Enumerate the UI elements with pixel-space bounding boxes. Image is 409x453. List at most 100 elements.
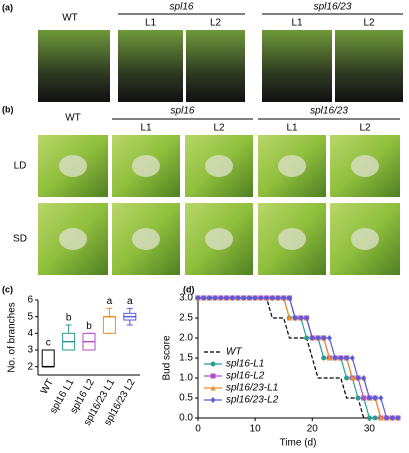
legend-marker bbox=[210, 361, 216, 367]
marker bbox=[206, 295, 212, 301]
significance-letter: a bbox=[127, 296, 133, 307]
marker bbox=[378, 395, 384, 401]
leaf-center bbox=[351, 155, 379, 177]
legend-marker bbox=[210, 373, 216, 379]
marker bbox=[395, 415, 401, 421]
marker bbox=[304, 335, 310, 341]
marker bbox=[269, 295, 275, 301]
marker bbox=[349, 355, 355, 361]
significance-letter: c bbox=[46, 338, 51, 349]
photo bbox=[335, 30, 403, 102]
marker bbox=[229, 295, 235, 301]
marker bbox=[355, 395, 361, 401]
legend-label: WT bbox=[226, 347, 242, 358]
marker bbox=[281, 295, 287, 301]
significance-letter: b bbox=[86, 321, 92, 332]
genotype-label: WT bbox=[62, 13, 78, 24]
panel-label: (b) bbox=[2, 104, 14, 114]
y-tick-label: 4 bbox=[27, 328, 33, 339]
marker bbox=[298, 315, 304, 321]
marker bbox=[378, 415, 384, 421]
marker bbox=[349, 375, 355, 381]
line-label: L1 bbox=[286, 123, 298, 134]
marker bbox=[195, 295, 201, 301]
photo bbox=[118, 30, 183, 102]
marker bbox=[286, 315, 292, 321]
x-axis-label: Time (d) bbox=[280, 438, 317, 449]
marker bbox=[361, 395, 367, 401]
marker bbox=[309, 335, 315, 341]
marker bbox=[258, 295, 264, 301]
y-tick-label: 3.0 bbox=[179, 293, 193, 304]
marker bbox=[366, 395, 372, 401]
marker bbox=[326, 335, 332, 341]
x-tick-label: 10 bbox=[250, 424, 262, 435]
y-tick-label: 1.5 bbox=[179, 353, 193, 364]
panel-label: (c) bbox=[2, 284, 13, 294]
marker bbox=[275, 295, 281, 301]
significance-letter: b bbox=[66, 313, 72, 324]
marker bbox=[321, 335, 327, 341]
marker bbox=[235, 295, 241, 301]
row-label: LD bbox=[14, 161, 27, 172]
marker bbox=[224, 295, 230, 301]
line-label: L2 bbox=[363, 18, 375, 29]
x-tick-label: 20 bbox=[307, 424, 319, 435]
leaf-center bbox=[205, 228, 233, 250]
marker bbox=[321, 355, 327, 361]
legend-marker bbox=[210, 385, 216, 391]
photo bbox=[262, 30, 332, 102]
y-tick-label: 5 bbox=[27, 311, 33, 322]
marker bbox=[326, 355, 332, 361]
y-tick-label: 2.5 bbox=[179, 313, 193, 324]
leaf-center bbox=[59, 155, 87, 177]
photo bbox=[38, 30, 110, 102]
marker bbox=[304, 315, 310, 321]
x-tick-label: 30 bbox=[364, 424, 376, 435]
line-label: L2 bbox=[210, 18, 222, 29]
panel-label: (d) bbox=[183, 284, 195, 294]
legend-label: spl16/23-L1 bbox=[226, 383, 278, 394]
marker bbox=[241, 295, 247, 301]
leaf-center bbox=[351, 228, 379, 250]
y-tick-label: 1.0 bbox=[179, 373, 193, 384]
marker bbox=[292, 315, 298, 321]
line-label: L1 bbox=[140, 123, 152, 134]
box bbox=[102, 316, 116, 334]
group-label: spl16 bbox=[171, 106, 195, 117]
marker bbox=[332, 355, 338, 361]
legend-label: spl16-L1 bbox=[226, 359, 264, 370]
y-tick-label: 2.0 bbox=[179, 333, 193, 344]
line-label: L2 bbox=[213, 123, 225, 134]
y-axis-label: Bud score bbox=[162, 335, 173, 380]
marker bbox=[286, 295, 292, 301]
legend-label: spl16/23-L2 bbox=[226, 395, 279, 406]
box bbox=[41, 349, 55, 368]
marker bbox=[344, 375, 350, 381]
marker bbox=[338, 355, 344, 361]
marker bbox=[218, 295, 224, 301]
marker bbox=[361, 375, 367, 381]
leaf-center bbox=[59, 228, 87, 250]
line-label: L1 bbox=[291, 18, 303, 29]
y-tick-label: 0.5 bbox=[179, 393, 193, 404]
legend-marker bbox=[210, 397, 216, 403]
marker bbox=[212, 295, 218, 301]
leaf-center bbox=[278, 155, 306, 177]
y-tick-label: 2 bbox=[27, 361, 33, 372]
x-tick-label: 0 bbox=[195, 424, 201, 435]
y-axis-label: No. of branches bbox=[7, 302, 18, 373]
x-tick-label: WT bbox=[39, 377, 56, 396]
legend-label: spl16-L2 bbox=[226, 371, 265, 382]
y-tick-label: 0.0 bbox=[179, 413, 193, 424]
marker bbox=[344, 355, 350, 361]
marker bbox=[315, 335, 321, 341]
marker bbox=[372, 415, 378, 421]
group-label: spl16/23 bbox=[314, 2, 352, 13]
marker bbox=[355, 375, 361, 381]
y-tick-label: 3 bbox=[27, 345, 33, 356]
group-label: spl16 bbox=[170, 2, 194, 13]
leaf-center bbox=[132, 155, 160, 177]
marker bbox=[252, 295, 258, 301]
